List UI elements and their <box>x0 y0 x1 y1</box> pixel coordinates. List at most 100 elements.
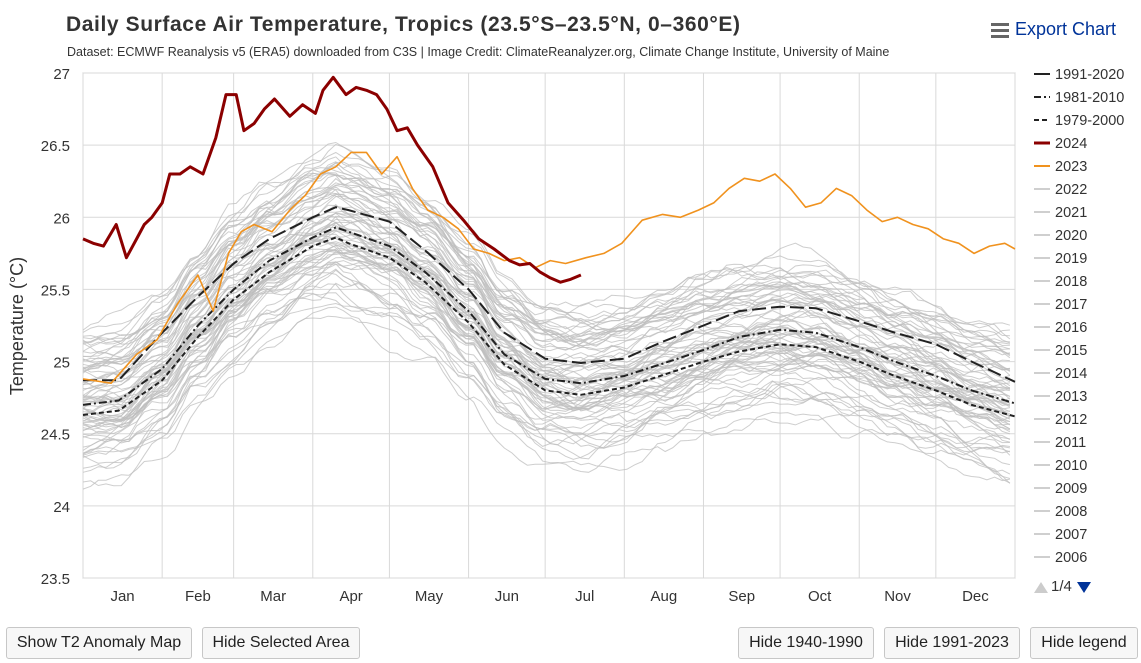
grey-year-line <box>82 162 1011 350</box>
grey-year-line <box>82 143 1010 337</box>
grey-year-line <box>82 177 1010 352</box>
legend-item-2022[interactable]: 2022 <box>1034 182 1087 198</box>
legend-label: 2023 <box>1055 159 1087 175</box>
legend-label: 2007 <box>1055 527 1087 543</box>
legend-item-2021[interactable]: 2021 <box>1034 205 1087 221</box>
legend-item-2014[interactable]: 2014 <box>1034 366 1087 382</box>
legend-label: 2008 <box>1055 504 1087 520</box>
y-tick-label: 25.5 <box>41 282 70 299</box>
show-anomaly-map-button[interactable]: Show T2 Anomaly Map <box>6 627 192 659</box>
grey-year-line <box>82 186 1011 389</box>
series-line-1981-2010 <box>82 226 1016 406</box>
legend-item-2007[interactable]: 2007 <box>1034 527 1087 543</box>
grey-year-line <box>82 269 1011 456</box>
legend-item-2013[interactable]: 2013 <box>1034 389 1087 405</box>
hide-selected-area-button[interactable]: Hide Selected Area <box>202 627 360 659</box>
legend-prev-arrow-icon[interactable] <box>1034 582 1048 593</box>
grey-year-line <box>82 184 1011 373</box>
export-chart-label: Export Chart <box>1015 19 1117 39</box>
x-tick-label: Dec <box>962 588 989 605</box>
grey-year-line <box>82 192 1011 371</box>
y-tick-label: 27 <box>53 66 70 83</box>
legend-item-2011[interactable]: 2011 <box>1034 435 1086 451</box>
x-tick-label: Apr <box>339 588 362 605</box>
grey-year-line <box>82 172 1011 357</box>
series-lines <box>82 75 1016 418</box>
chart-subtitle: Dataset: ECMWF Reanalysis v5 (ERA5) down… <box>67 45 890 59</box>
x-tick-label: Jan <box>110 588 134 605</box>
legend-next-arrow-icon[interactable] <box>1077 582 1091 593</box>
grey-year-line <box>82 283 1011 456</box>
legend-label: 2024 <box>1055 136 1087 152</box>
legend-item-2006[interactable]: 2006 <box>1034 550 1087 566</box>
grey-year-line <box>82 204 1011 400</box>
legend-item-2019[interactable]: 2019 <box>1034 251 1087 267</box>
y-tick-label: 24.5 <box>41 427 70 444</box>
legend-label: 2012 <box>1055 412 1087 428</box>
legend-label: 2010 <box>1055 458 1087 474</box>
x-tick-label: Aug <box>651 588 678 605</box>
grey-year-lines <box>82 141 1011 490</box>
grey-year-line <box>82 306 1010 490</box>
grey-year-line <box>82 156 1010 345</box>
legend-item-2020[interactable]: 2020 <box>1034 228 1087 244</box>
y-tick-label: 26.5 <box>41 138 70 155</box>
legend-item-2016[interactable]: 2016 <box>1034 320 1087 336</box>
legend-page-indicator: 1/4 <box>1051 578 1072 595</box>
legend-label: 1991-2020 <box>1055 67 1124 83</box>
legend-label: 2011 <box>1055 435 1086 451</box>
hide-1940-1990-button[interactable]: Hide 1940-1990 <box>738 627 874 659</box>
legend-label: 2006 <box>1055 550 1087 566</box>
grey-year-line <box>82 248 1011 430</box>
x-tick-label: May <box>415 588 444 605</box>
x-tick-label: Jul <box>575 588 594 605</box>
legend-item-2010[interactable]: 2010 <box>1034 458 1087 474</box>
x-tick-label: Jun <box>495 588 519 605</box>
y-axis-label: Temperature (°C) <box>7 257 27 395</box>
legend-label: 2022 <box>1055 182 1087 198</box>
legend-item-1981-2010[interactable]: 1981-2010 <box>1034 90 1124 106</box>
grey-year-line <box>82 181 1011 379</box>
legend-label: 2020 <box>1055 228 1087 244</box>
grey-year-line <box>82 161 1011 359</box>
series-line-2023 <box>82 151 1016 385</box>
legend-item-2015[interactable]: 2015 <box>1034 343 1087 359</box>
grey-year-line <box>82 302 1011 475</box>
y-tick-label: 23.5 <box>41 571 70 588</box>
legend-label: 2015 <box>1055 343 1087 359</box>
grey-year-line <box>82 229 1010 406</box>
legend-label: 2013 <box>1055 389 1087 405</box>
grey-year-line <box>82 315 1011 487</box>
x-tick-label: Mar <box>260 588 286 605</box>
legend-item-2023[interactable]: 2023 <box>1034 159 1087 175</box>
export-chart-button[interactable]: Export Chart <box>991 19 1116 41</box>
x-tick-label: Feb <box>185 588 211 605</box>
legend-item-2009[interactable]: 2009 <box>1034 481 1087 497</box>
legend-item-2012[interactable]: 2012 <box>1034 412 1087 428</box>
grey-year-line <box>82 250 1011 433</box>
legend-item-2008[interactable]: 2008 <box>1034 504 1087 520</box>
legend-item-1979-2000[interactable]: 1979-2000 <box>1034 113 1124 129</box>
grey-year-line <box>82 205 1011 385</box>
legend-item-2018[interactable]: 2018 <box>1034 274 1087 290</box>
grey-year-line <box>82 188 1011 372</box>
grey-year-line <box>82 268 1011 456</box>
y-tick-label: 25 <box>53 355 70 372</box>
axes: 23.5 24 24.5 25 25.5 26 26.5 27 Jan Feb Mar Apr May J… <box>7 66 989 605</box>
legend-label: 2018 <box>1055 274 1087 290</box>
y-tick-label: 24 <box>53 499 70 516</box>
legend-item-2024[interactable]: 2024 <box>1034 136 1087 152</box>
legend-item-1991-2020[interactable]: 1991-2020 <box>1034 67 1124 83</box>
x-tick-label: Nov <box>884 588 911 605</box>
grey-year-line <box>82 151 1010 347</box>
hide-legend-button[interactable]: Hide legend <box>1030 627 1138 659</box>
grey-year-line <box>82 218 1010 399</box>
grey-year-line <box>82 218 1010 404</box>
chart-title: Daily Surface Air Temperature, Tropics (… <box>66 13 741 36</box>
legend-label: 1981-2010 <box>1055 90 1124 106</box>
series-line-2024 <box>82 75 582 284</box>
hide-1991-2023-button[interactable]: Hide 1991-2023 <box>884 627 1020 659</box>
legend-label: 2014 <box>1055 366 1087 382</box>
grey-year-line <box>82 260 1011 438</box>
legend-item-2017[interactable]: 2017 <box>1034 297 1087 313</box>
